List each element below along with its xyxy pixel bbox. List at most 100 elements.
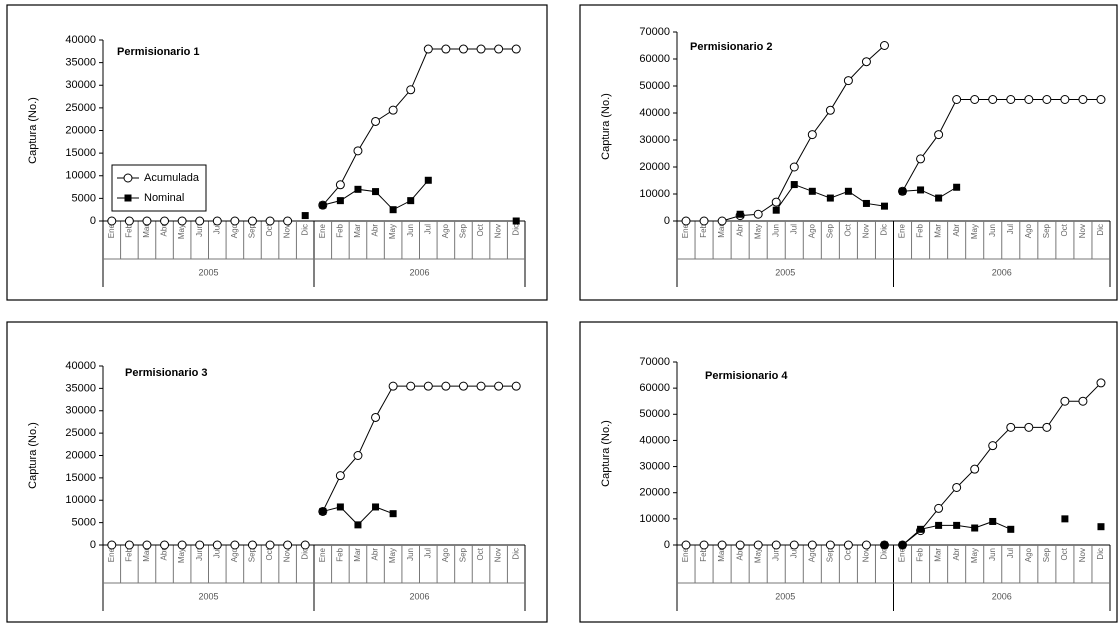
point [789, 540, 799, 550]
point [953, 521, 961, 529]
point [335, 180, 345, 190]
point [717, 216, 727, 226]
point [494, 44, 504, 54]
point [735, 540, 745, 550]
series-line [686, 382, 1102, 546]
point [319, 507, 327, 515]
y-axis-label: Captura (No.) [27, 97, 39, 164]
group-label: 2005 [775, 267, 795, 277]
point [699, 540, 709, 550]
point [861, 540, 871, 550]
x-tick-label: Mar [717, 224, 726, 238]
point [1042, 422, 1052, 432]
x-tick-label: Abr [952, 224, 961, 237]
point [879, 41, 889, 50]
y-tick-label: 0 [664, 215, 670, 227]
point [230, 216, 240, 226]
x-tick-label: Dic [880, 548, 889, 560]
point [494, 381, 504, 391]
x-tick-label: Dic [880, 224, 889, 236]
point [843, 76, 853, 86]
point [1007, 525, 1015, 533]
x-tick-label: Sep [825, 223, 834, 238]
panel-frame [579, 4, 1118, 301]
panel-frame [579, 321, 1118, 623]
point [441, 381, 451, 391]
x-tick-label: Abr [952, 548, 961, 561]
x-tick-label: Jul [212, 548, 221, 558]
x-tick-label: Sep [248, 547, 257, 562]
y-tick-label: 20000 [639, 487, 670, 499]
point [935, 521, 943, 529]
x-tick-label: Oct [1060, 223, 1069, 236]
x-tick-label: Feb [124, 547, 133, 561]
point [880, 541, 888, 549]
x-tick-label: Jul [1006, 548, 1015, 558]
x-tick-label: Ago [807, 547, 816, 562]
panel: 0 10000 20000 30000 40000 50000 60000 70000 Capt… [579, 4, 1118, 301]
point [899, 541, 907, 549]
y-axis-label: Captura (No.) [600, 93, 612, 160]
point [1060, 396, 1070, 406]
point [988, 441, 998, 451]
point [917, 186, 925, 194]
group-label: 2006 [992, 591, 1012, 601]
point [681, 216, 691, 226]
point [247, 216, 257, 226]
x-tick-label: May [753, 548, 762, 563]
x-tick-label: Ago [230, 547, 239, 562]
point [681, 540, 691, 550]
x-tick-label: Jul [789, 548, 798, 558]
point [862, 199, 870, 207]
point [265, 216, 275, 226]
x-tick-label: Feb [916, 223, 925, 237]
point [789, 162, 799, 172]
x-tick-label: Dic [511, 548, 520, 560]
point [354, 185, 362, 193]
point [772, 206, 780, 214]
point [230, 540, 240, 550]
point [336, 503, 344, 511]
y-tick-label: 35000 [65, 57, 96, 69]
y-tick-label: 5000 [72, 517, 96, 529]
panel-frame [6, 321, 548, 623]
point [699, 216, 709, 226]
y-tick-label: 5000 [72, 192, 96, 204]
x-tick-label: Mar [717, 548, 726, 562]
point [335, 471, 345, 481]
point [1060, 95, 1070, 104]
point [142, 540, 152, 550]
point [319, 201, 327, 209]
x-tick-label: Abr [371, 548, 380, 561]
point [952, 482, 962, 492]
x-tick-label: Abr [735, 548, 744, 561]
point [970, 95, 980, 104]
point [988, 95, 998, 104]
x-tick-label: Nov [283, 224, 292, 238]
y-tick-label: 50000 [639, 80, 670, 92]
chart-title: Permisionario 4 [705, 370, 788, 382]
point [458, 44, 468, 54]
y-tick-label: 70000 [639, 356, 670, 368]
x-tick-label: Nov [494, 224, 503, 238]
panel: 0 5000 10000 15000 20000 25000 30000 35000 40000… [6, 4, 548, 301]
x-tick-label: Ene [318, 547, 327, 562]
point [406, 85, 416, 95]
x-tick-label: Feb [124, 223, 133, 237]
chart-title: Permisionario 1 [117, 46, 200, 58]
point [1096, 378, 1106, 388]
point [826, 194, 834, 202]
point [1078, 396, 1088, 406]
x-tick-label: Ene [681, 547, 690, 562]
point [808, 187, 816, 195]
y-tick-label: 25000 [65, 102, 96, 114]
series-line [902, 99, 1101, 192]
x-tick-label: May [388, 224, 397, 239]
point [511, 44, 521, 54]
x-tick-label: Mar [934, 224, 943, 238]
point [476, 381, 486, 391]
x-tick-label: Jun [195, 224, 204, 237]
x-tick-label: Jun [988, 548, 997, 561]
x-tick-label: Oct [265, 223, 274, 236]
y-tick-label: 40000 [65, 360, 96, 372]
